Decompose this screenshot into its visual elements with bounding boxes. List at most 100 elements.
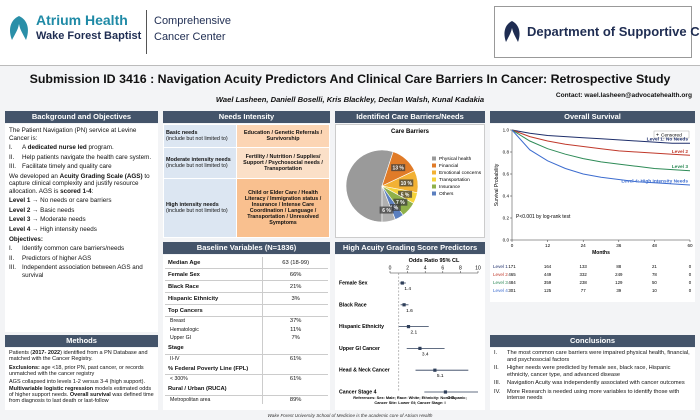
baseline-subrow: Hematologic 11% bbox=[165, 325, 328, 334]
text-block: Exclusions: age <18, prior PN, past canc… bbox=[9, 365, 154, 378]
divider bbox=[146, 10, 147, 54]
baseline-row: Rural / Urban (RUCA) bbox=[165, 383, 328, 396]
block-text: We developed an Acuity Grading Scale (AG… bbox=[9, 173, 154, 196]
text-block: We developed an Acuity Grading Scale (AG… bbox=[9, 173, 154, 196]
block-text: Independent association between AGS and … bbox=[22, 264, 154, 279]
baseline-label: Black Race bbox=[165, 280, 263, 293]
baseline-row: Stage bbox=[165, 342, 328, 355]
forest-box bbox=[335, 255, 485, 410]
text-block: I. A dedicated nurse led program. bbox=[9, 144, 154, 152]
needs-table: Basic needs (include but not limited to) E… bbox=[162, 124, 330, 238]
text-segment: Level 4 → bbox=[9, 226, 39, 234]
contact: Contact: wael.lasheen@advocatehealth.org bbox=[555, 92, 692, 99]
baseline-value: 61% bbox=[262, 374, 328, 384]
list-number: I. bbox=[494, 350, 498, 356]
needs-table-box: Basic needs (include but not limited to) E… bbox=[162, 124, 330, 238]
baseline-value: 63 (18-99) bbox=[262, 257, 328, 269]
department-box: Department of Supportive Care bbox=[494, 6, 700, 58]
text-segment: Level 2 → bbox=[9, 206, 39, 214]
baseline-subrow: < 300% 61% bbox=[165, 374, 328, 384]
baseline-value: 11% bbox=[262, 325, 328, 334]
text-segment: Exclusions: bbox=[9, 364, 40, 371]
text-block: III. Independent association between AGS … bbox=[9, 264, 154, 279]
block-text: Facilitate timely and quality care bbox=[22, 163, 154, 171]
list-number: II. bbox=[9, 254, 15, 262]
text-segment: age <18, prior PN, past cancer, or recor… bbox=[9, 364, 144, 377]
text-block: II. Predictors of higher AGS bbox=[9, 255, 154, 263]
needs-level-cell: Basic needs (include but not limited to) bbox=[162, 124, 238, 148]
needs-row: Basic needs (include but not limited to) E… bbox=[162, 124, 330, 148]
text-block: II. Higher needs were predicted by female… bbox=[494, 365, 691, 378]
block-text: Objectives: bbox=[9, 236, 154, 244]
baseline-value: 61% bbox=[262, 354, 328, 363]
baseline-label: Stage bbox=[165, 342, 263, 355]
section-heading: Background and Objectives bbox=[5, 111, 158, 123]
needs-level: High intensity needs bbox=[166, 202, 219, 209]
baseline-value: 89% bbox=[262, 395, 328, 404]
logo-line: Atrium Health bbox=[36, 12, 128, 28]
baseline-value: 7% bbox=[262, 334, 328, 343]
logo-line: Wake Forest Baptist bbox=[36, 30, 142, 42]
needs-list: Child or Elder Care / Health Literacy / … bbox=[236, 178, 330, 238]
text-block: Level 4 → High intensity needs bbox=[9, 226, 154, 234]
text-block: I. Identify common care barriers/needs bbox=[9, 245, 154, 253]
text-segment: Level 3 → bbox=[9, 216, 39, 224]
text-segment: Overall survival bbox=[69, 391, 111, 398]
background-text: The Patient Navigation (PN) service at L… bbox=[5, 124, 158, 332]
baseline-table: Median Age 63 (18-99) Female Sex 66% Black R… bbox=[165, 257, 328, 404]
baseline-subrow: II-IV 61% bbox=[165, 354, 328, 363]
poster-title: Submission ID 3416 : Navigation Acuity P… bbox=[29, 72, 671, 86]
baseline-label: Top Cancers bbox=[165, 304, 263, 317]
text-segment: Objectives: bbox=[9, 235, 43, 243]
text-segment: ) identified from a PN Database and matc… bbox=[9, 350, 148, 363]
text-segment: A bbox=[22, 144, 28, 152]
baseline-row: Top Cancers bbox=[165, 304, 328, 317]
baseline-subrow: Upper GI 7% bbox=[165, 334, 328, 343]
text-segment: Acuity Grading Scale (AGS) bbox=[59, 172, 143, 180]
block-text: The most common care barriers were impai… bbox=[507, 350, 691, 363]
text-segment: Patients ( bbox=[9, 350, 33, 356]
block-text: Identify common care barriers/needs bbox=[22, 245, 154, 253]
needs-row: Moderate intensity needs (include but not… bbox=[162, 146, 330, 180]
survival-box bbox=[490, 124, 695, 302]
footer: Wake Forest University School of Medicin… bbox=[267, 413, 433, 418]
text-segment: High intensity needs bbox=[38, 226, 97, 234]
block-text: Navigation Acuity was independently asso… bbox=[507, 380, 691, 387]
block-text: Level 2 → Basic needs bbox=[9, 207, 154, 215]
text-segment: AGS collapsed into levels 1-2 versus 3-4… bbox=[9, 379, 146, 386]
section-heading: Methods bbox=[5, 335, 158, 347]
list-number: III. bbox=[494, 380, 501, 387]
baseline-value bbox=[262, 363, 328, 375]
baseline-sublabel: < 300% bbox=[170, 376, 188, 383]
needs-level: Moderate intensity needs bbox=[166, 156, 231, 163]
needs-level-cell: Moderate intensity needs (include but not… bbox=[162, 146, 238, 180]
block-text: A dedicated nurse led program. bbox=[22, 144, 154, 152]
block-text: The Patient Navigation (PN) service at L… bbox=[9, 127, 154, 142]
needs-note: (include but not limited to) bbox=[166, 208, 228, 215]
text-block: Level 2 → Basic needs bbox=[9, 207, 154, 215]
baseline-row: Hispanic Ethnicity 3% bbox=[165, 292, 328, 305]
section-heading: High Acuity Grading Score Predictors bbox=[335, 242, 485, 254]
block-text: Higher needs were predicted by female se… bbox=[507, 365, 691, 378]
logo-icon bbox=[10, 16, 28, 40]
text-block: Objectives: bbox=[9, 236, 154, 244]
text-segment: Predictors of higher AGS bbox=[22, 254, 92, 262]
header: Atrium Health Wake Forest Baptist Compre… bbox=[0, 0, 700, 66]
section-heading: Identified Care Barriers/Needs bbox=[335, 111, 485, 123]
block-text: More Research is needed using more varia… bbox=[507, 389, 691, 402]
needs-list: Education / Genetic Referrals / Survivor… bbox=[236, 124, 330, 148]
text-block: IV. More Research is needed using more va… bbox=[494, 389, 691, 402]
block-text: Predictors of higher AGS bbox=[22, 255, 154, 263]
text-segment: No needs or care barriers bbox=[38, 197, 112, 205]
needs-note: (include but not limited to) bbox=[166, 162, 228, 169]
baseline-value bbox=[262, 342, 328, 355]
block-text: Exclusions: age <18, prior PN, past canc… bbox=[9, 365, 154, 378]
list-number: II. bbox=[494, 365, 499, 372]
text-segment: Independent association between AGS and … bbox=[22, 264, 143, 279]
text-segment: Facilitate timely and quality care bbox=[22, 163, 112, 171]
baseline-sublabel: Metropolitan area bbox=[170, 396, 211, 403]
text-segment: Help patients navigate the health care s… bbox=[22, 153, 152, 161]
baseline-row: Female Sex 66% bbox=[165, 268, 328, 281]
text-block: AGS collapsed into levels 1-2 versus 3-4… bbox=[9, 379, 154, 404]
